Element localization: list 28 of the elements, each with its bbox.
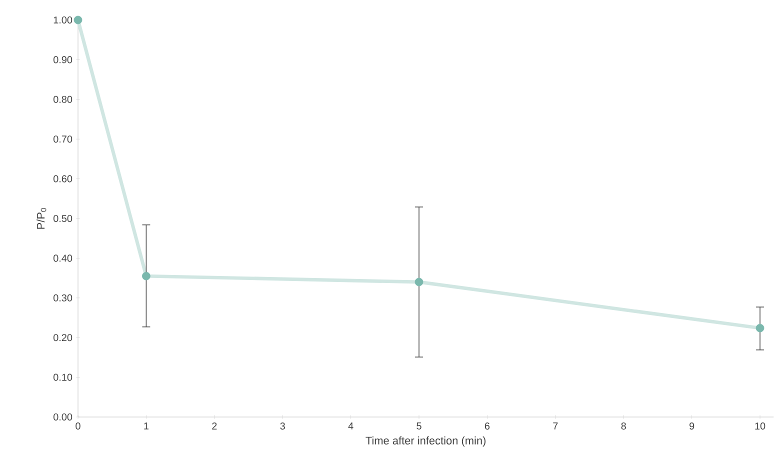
x-tick-label: 9 xyxy=(690,422,694,430)
x-tick-label: 8 xyxy=(621,422,626,430)
y-tick-label: 0.50 xyxy=(53,214,72,222)
point xyxy=(74,16,82,24)
point xyxy=(756,324,764,332)
point xyxy=(414,278,424,286)
y-tick-label: 0.30 xyxy=(53,294,72,302)
x-tick-label: 5 xyxy=(416,422,422,430)
x-tick-label: 6 xyxy=(484,422,490,430)
y-tick-label: 0.80 xyxy=(53,96,72,103)
y-tick-label: 1.00 xyxy=(54,16,72,24)
y-tick-label: 0.60 xyxy=(53,175,72,182)
x-tick-label: 4 xyxy=(348,422,354,430)
x-tick-label: 2 xyxy=(212,422,217,430)
y-tick-label: 0.40 xyxy=(53,254,72,262)
y-tick-label: 0.70 xyxy=(53,136,72,143)
x-tick-label: 0 xyxy=(76,422,80,430)
x-axis-title: Time after infection (min) xyxy=(366,436,486,447)
x-tick-label: 7 xyxy=(553,422,558,430)
point xyxy=(142,272,150,280)
x-tick-label: 1 xyxy=(144,422,148,430)
y-tick-label: 0.90 xyxy=(53,56,72,64)
y-tick-label: 0.20 xyxy=(53,334,72,342)
y-tick-label: 0.00 xyxy=(53,413,72,421)
x-tick-label: 10 xyxy=(755,422,766,430)
y-tick-label: 0.10 xyxy=(53,374,72,381)
x-tick-label: 3 xyxy=(280,422,285,430)
y-axis-title: P/P$_{0}$ xyxy=(36,208,46,229)
